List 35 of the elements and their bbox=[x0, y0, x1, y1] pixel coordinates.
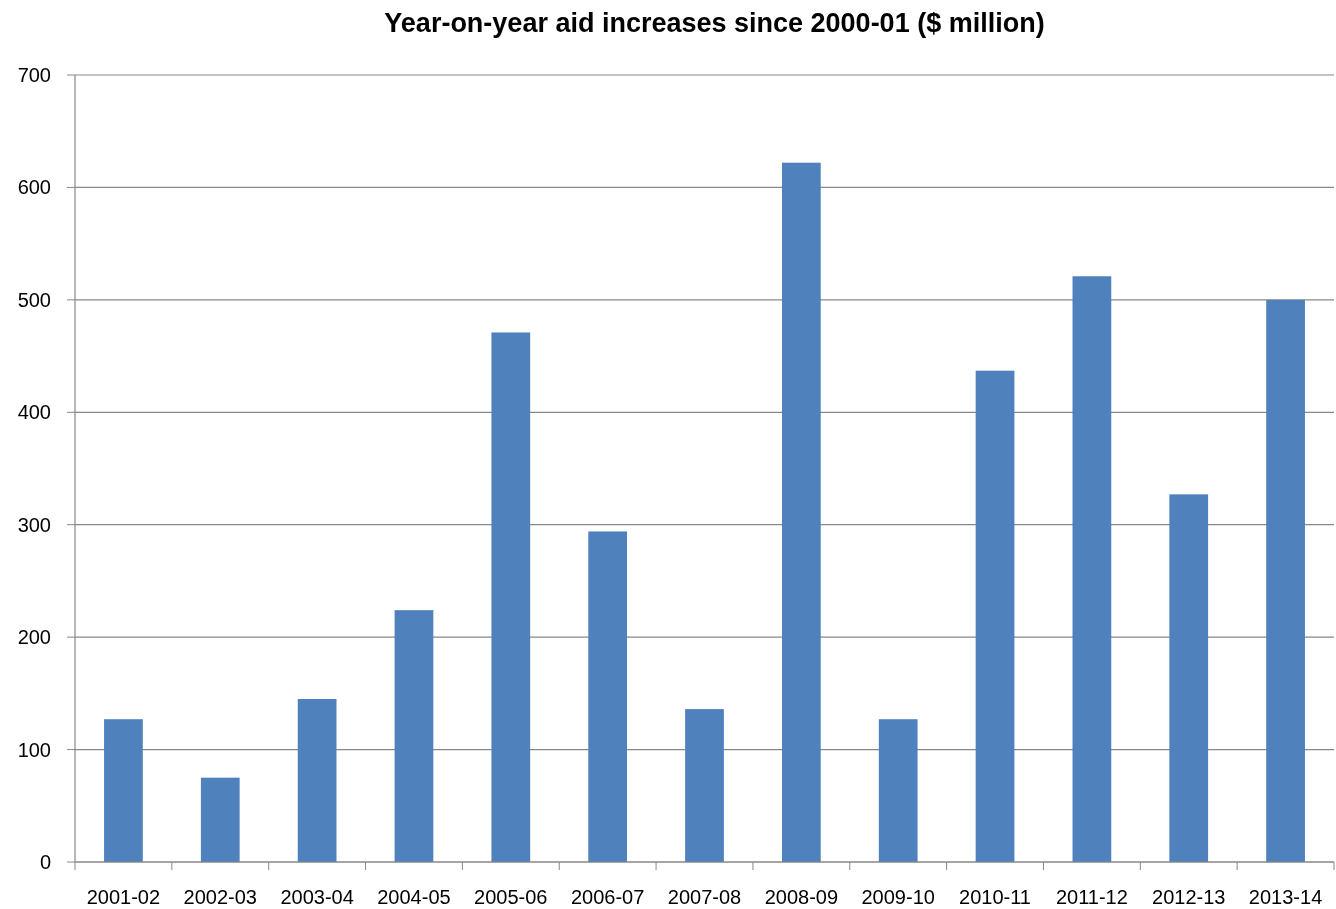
bar bbox=[491, 332, 531, 862]
chart-title: Year-on-year aid increases since 2000-01 ($ million) bbox=[384, 8, 1045, 38]
x-tick-label: 2008-09 bbox=[764, 886, 839, 908]
x-tick-label: 2005-06 bbox=[474, 886, 548, 908]
x-tick-label: 2002-03 bbox=[183, 886, 257, 908]
x-tick-label: 2010-11 bbox=[959, 886, 1031, 908]
x-tick-label: 2009-10 bbox=[861, 886, 935, 908]
y-tick-label: 500 bbox=[17, 288, 51, 311]
bar bbox=[1169, 494, 1209, 862]
x-tick-label: 2001-02 bbox=[86, 886, 161, 908]
bar bbox=[588, 531, 628, 862]
y-tick-label: 100 bbox=[17, 738, 51, 761]
bar bbox=[878, 719, 918, 862]
bar bbox=[297, 698, 337, 862]
x-tick-label: 2007-08 bbox=[667, 886, 742, 908]
bar bbox=[685, 709, 724, 862]
y-tick-label: 400 bbox=[17, 401, 51, 424]
x-tick-label: 2003-04 bbox=[280, 886, 354, 908]
x-tick-label: 2004-05 bbox=[377, 886, 451, 908]
y-tick-label: 200 bbox=[17, 626, 51, 649]
bar bbox=[394, 610, 434, 862]
y-tick-label: 300 bbox=[17, 513, 51, 536]
y-tick-label: 600 bbox=[17, 176, 51, 199]
bar bbox=[975, 370, 1015, 862]
bar bbox=[1266, 299, 1305, 862]
x-tick-label: 2013-14 bbox=[1248, 886, 1323, 908]
y-tick-label: 700 bbox=[17, 64, 51, 86]
x-tick-label: 2011-12 bbox=[1055, 886, 1128, 908]
bar bbox=[1072, 276, 1112, 862]
bar bbox=[781, 162, 821, 862]
bar bbox=[200, 777, 240, 862]
bar bbox=[104, 719, 143, 862]
x-tick-label: 2012-13 bbox=[1152, 886, 1226, 908]
y-tick-label: 0 bbox=[39, 851, 51, 873]
x-tick-label: 2006-07 bbox=[570, 886, 645, 908]
